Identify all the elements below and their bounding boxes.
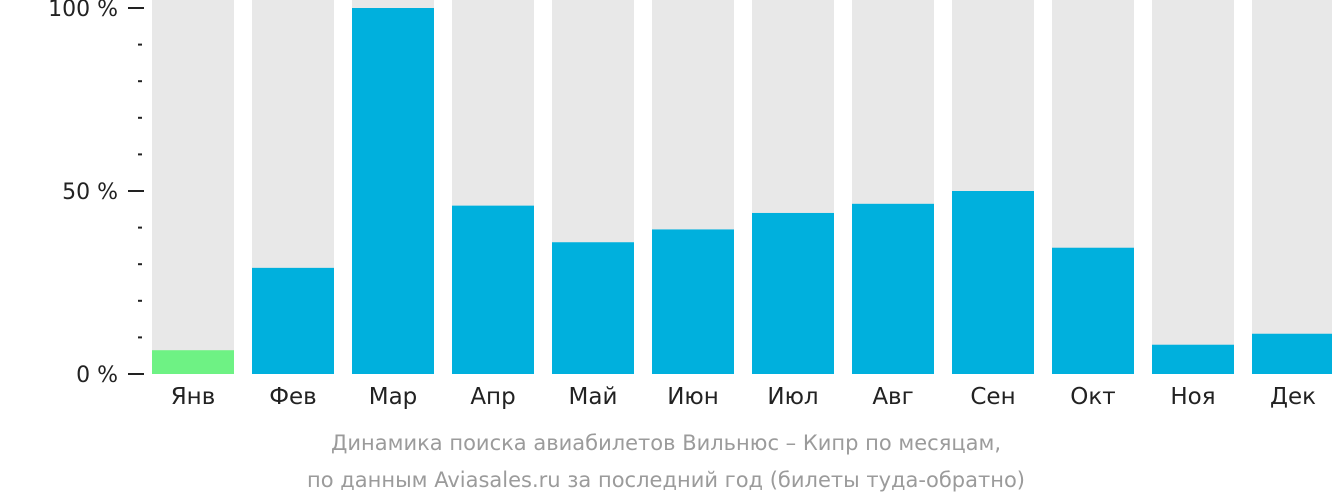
x-tick-label: Июн [667,384,719,410]
bar-track [1252,0,1332,374]
x-axis-labels: Янв Фев Мар Апр Май Июн Июл Авг Сен Окт Ноя Дек [171,384,1316,410]
x-tick-label: Окт [1070,384,1115,410]
bar-Апр [452,205,534,374]
bar-chart: 0 % 50 % 100 % Янв Фев Мар Апр Май Июн Июл Авг Сен… [48,0,1332,410]
y-tick-label: 50 % [62,180,118,205]
bar-Сен [952,191,1034,374]
x-tick-label: Июл [767,384,818,410]
bar-Июн [652,229,734,374]
x-tick-label: Авг [872,384,913,410]
x-tick-label: Апр [470,384,515,410]
bars [152,8,1332,374]
bar-track [1152,0,1234,374]
y-axis: 0 % 50 % 100 % [48,0,144,388]
bar-track [152,0,234,374]
y-tick-label: 0 % [76,363,118,388]
bar-Май [552,242,634,374]
chart-caption-line-2: по данным Aviasales.ru за последний год … [307,468,1025,492]
x-tick-label: Май [569,384,618,410]
bar-Авг [852,203,934,374]
x-tick-label: Ноя [1170,384,1215,410]
bar-Дек [1252,333,1332,374]
x-tick-label: Фев [269,384,317,410]
x-tick-label: Янв [171,384,216,410]
chart-caption-line-1: Динамика поиска авиабилетов Вильнюс – Ки… [330,431,1002,455]
bar-Янв [152,350,234,374]
bar-Окт [1052,247,1134,374]
bar-Мар [352,8,434,374]
x-tick-label: Сен [970,384,1015,410]
x-tick-label: Дек [1270,384,1316,410]
bar-Июл [752,212,834,374]
bar-Фев [252,267,334,374]
x-tick-label: Мар [369,384,418,410]
bar-Ноя [1152,344,1234,374]
y-tick-label: 100 % [48,0,118,22]
